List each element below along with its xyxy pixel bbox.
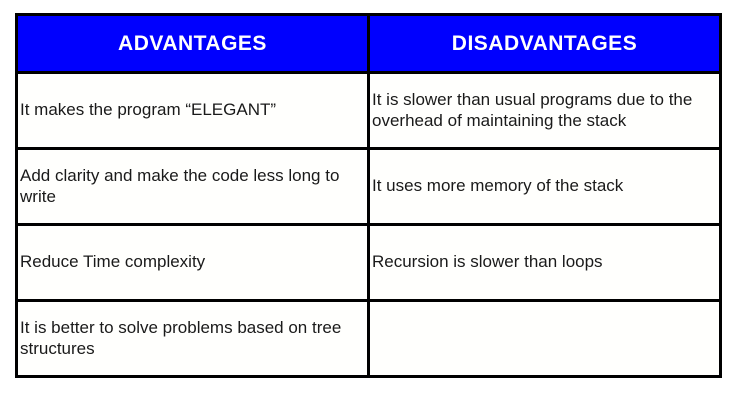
table-row: Add clarity and make the code less long … (15, 147, 722, 226)
disadvantage-cell-4 (367, 299, 722, 378)
table-header: ADVANTAGES DISADVANTAGES (15, 13, 722, 74)
header-row: ADVANTAGES DISADVANTAGES (15, 13, 722, 74)
table-row: It is better to solve problems based on … (15, 299, 722, 378)
table-row: It makes the program “ELEGANT” It is slo… (15, 71, 722, 150)
disadvantage-cell-2: It uses more memory of the stack (367, 147, 722, 226)
advantages-header-cell: ADVANTAGES (15, 13, 370, 74)
advantage-cell-4: It is better to solve problems based on … (15, 299, 370, 378)
disadvantages-header-cell: DISADVANTAGES (367, 13, 722, 74)
table-body: It makes the program “ELEGANT” It is slo… (15, 71, 722, 378)
table-row: Reduce Time complexity Recursion is slow… (15, 223, 722, 302)
disadvantage-cell-3: Recursion is slower than loops (367, 223, 722, 302)
advantages-disadvantages-table: ADVANTAGES DISADVANTAGES It makes the pr… (15, 13, 722, 378)
disadvantage-cell-1: It is slower than usual programs due to … (367, 71, 722, 150)
page: ADVANTAGES DISADVANTAGES It makes the pr… (0, 13, 738, 417)
advantage-cell-1: It makes the program “ELEGANT” (15, 71, 370, 150)
advantage-cell-3: Reduce Time complexity (15, 223, 370, 302)
advantage-cell-2: Add clarity and make the code less long … (15, 147, 370, 226)
